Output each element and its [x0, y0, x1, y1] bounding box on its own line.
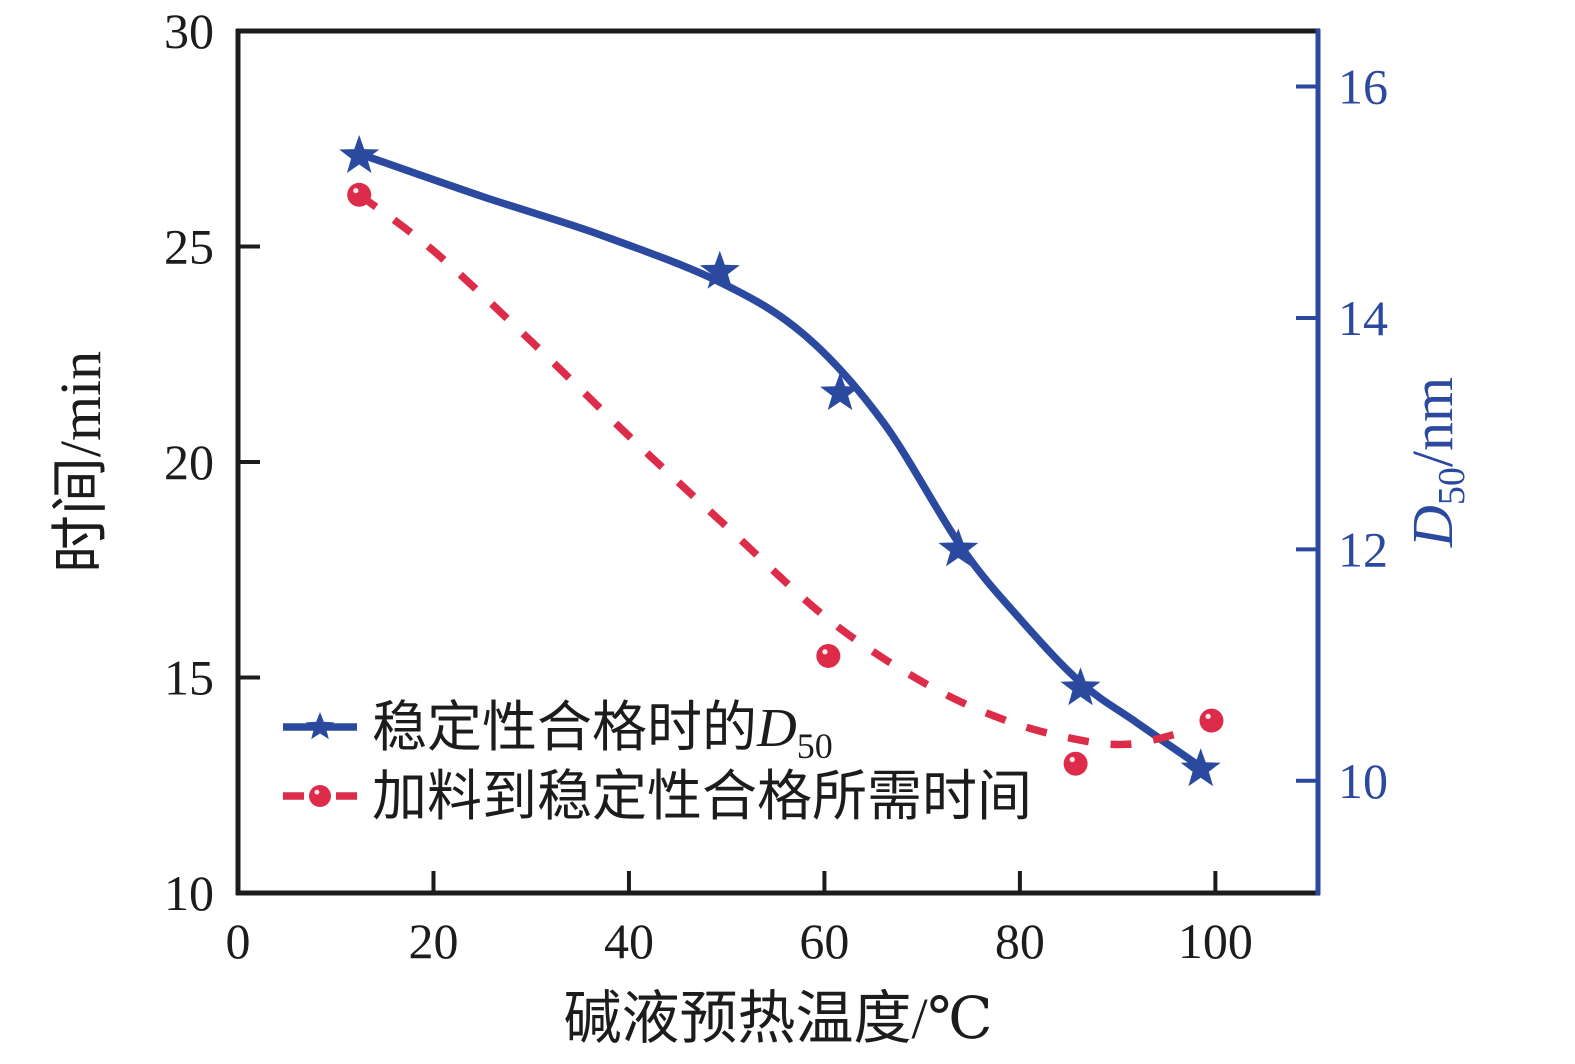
- x-tick-label: 40: [604, 913, 654, 969]
- x-tick-label: 0: [226, 913, 251, 969]
- marker-ball-highlight: [314, 789, 320, 795]
- series-1: [347, 182, 1224, 776]
- series-0: [339, 135, 1221, 787]
- ticks-and-tick-labels: 0 20 40 60 80 100 10 15 20 25 30 10 12 14 16: [164, 3, 1388, 969]
- series-0-marker-star: [1180, 748, 1221, 787]
- series-1-marker-circle: [347, 182, 372, 207]
- marker-ball-highlight: [1205, 713, 1211, 720]
- y-left-tick-label: 10: [164, 865, 214, 921]
- marker-ball-highlight: [822, 649, 828, 655]
- legend-label: 稳定性合格时的D50: [372, 697, 833, 766]
- y-left-tick-label: 25: [164, 219, 214, 275]
- x-axis-label: 碱液预热温度/℃: [564, 986, 993, 1051]
- legend-item-0: 稳定性合格时的D50: [283, 697, 833, 766]
- series-0-curve: [357, 150, 1203, 770]
- series-0-marker-star: [938, 528, 979, 567]
- marker-ball-highlight: [353, 187, 359, 194]
- marker-ball-body: [816, 643, 841, 668]
- y-left-tick-label: 15: [164, 650, 214, 706]
- y-left-tick-label: 20: [164, 434, 214, 490]
- marker-ball-body: [347, 182, 372, 207]
- x-tick-label: 100: [1178, 913, 1253, 969]
- legend-item-1: 加料到稳定性合格所需时间: [283, 766, 1032, 827]
- series-1-marker-circle: [1199, 708, 1224, 733]
- series-0-marker-star: [1060, 667, 1101, 706]
- marker-ball-body: [1063, 751, 1088, 776]
- series-0-marker-star: [339, 135, 380, 173]
- x-tick-label: 20: [408, 913, 458, 969]
- series-1-curve: [356, 191, 1187, 749]
- legend-label: 加料到稳定性合格所需时间: [372, 766, 1032, 827]
- x-tick-label: 60: [799, 913, 849, 969]
- series-1-marker-circle: [816, 643, 841, 668]
- y-right-tick-label: 14: [1338, 290, 1388, 346]
- y-axis-right-label: D50/nm: [1400, 377, 1473, 548]
- series-0-marker-star: [699, 250, 740, 289]
- y-right-tick-label: 16: [1338, 59, 1388, 115]
- series-1-marker-circle: [1063, 751, 1088, 776]
- marker-ball-highlight: [1069, 756, 1075, 763]
- axis-labels: 碱液预热温度/℃ 时间/min D50/nm: [48, 351, 1473, 1051]
- legend-star-icon: [305, 712, 335, 740]
- legend-circle-icon: [309, 785, 331, 807]
- series-0-marker-star: [820, 372, 860, 411]
- y-right-tick-label: 12: [1338, 521, 1388, 577]
- marker-ball-body: [1199, 708, 1224, 733]
- y-right-tick-label: 10: [1338, 753, 1388, 809]
- marker-ball-body: [309, 785, 331, 807]
- y-left-tick-label: 30: [164, 3, 214, 59]
- y-axis-left-label: 时间/min: [48, 351, 113, 573]
- x-tick-label: 80: [995, 913, 1045, 969]
